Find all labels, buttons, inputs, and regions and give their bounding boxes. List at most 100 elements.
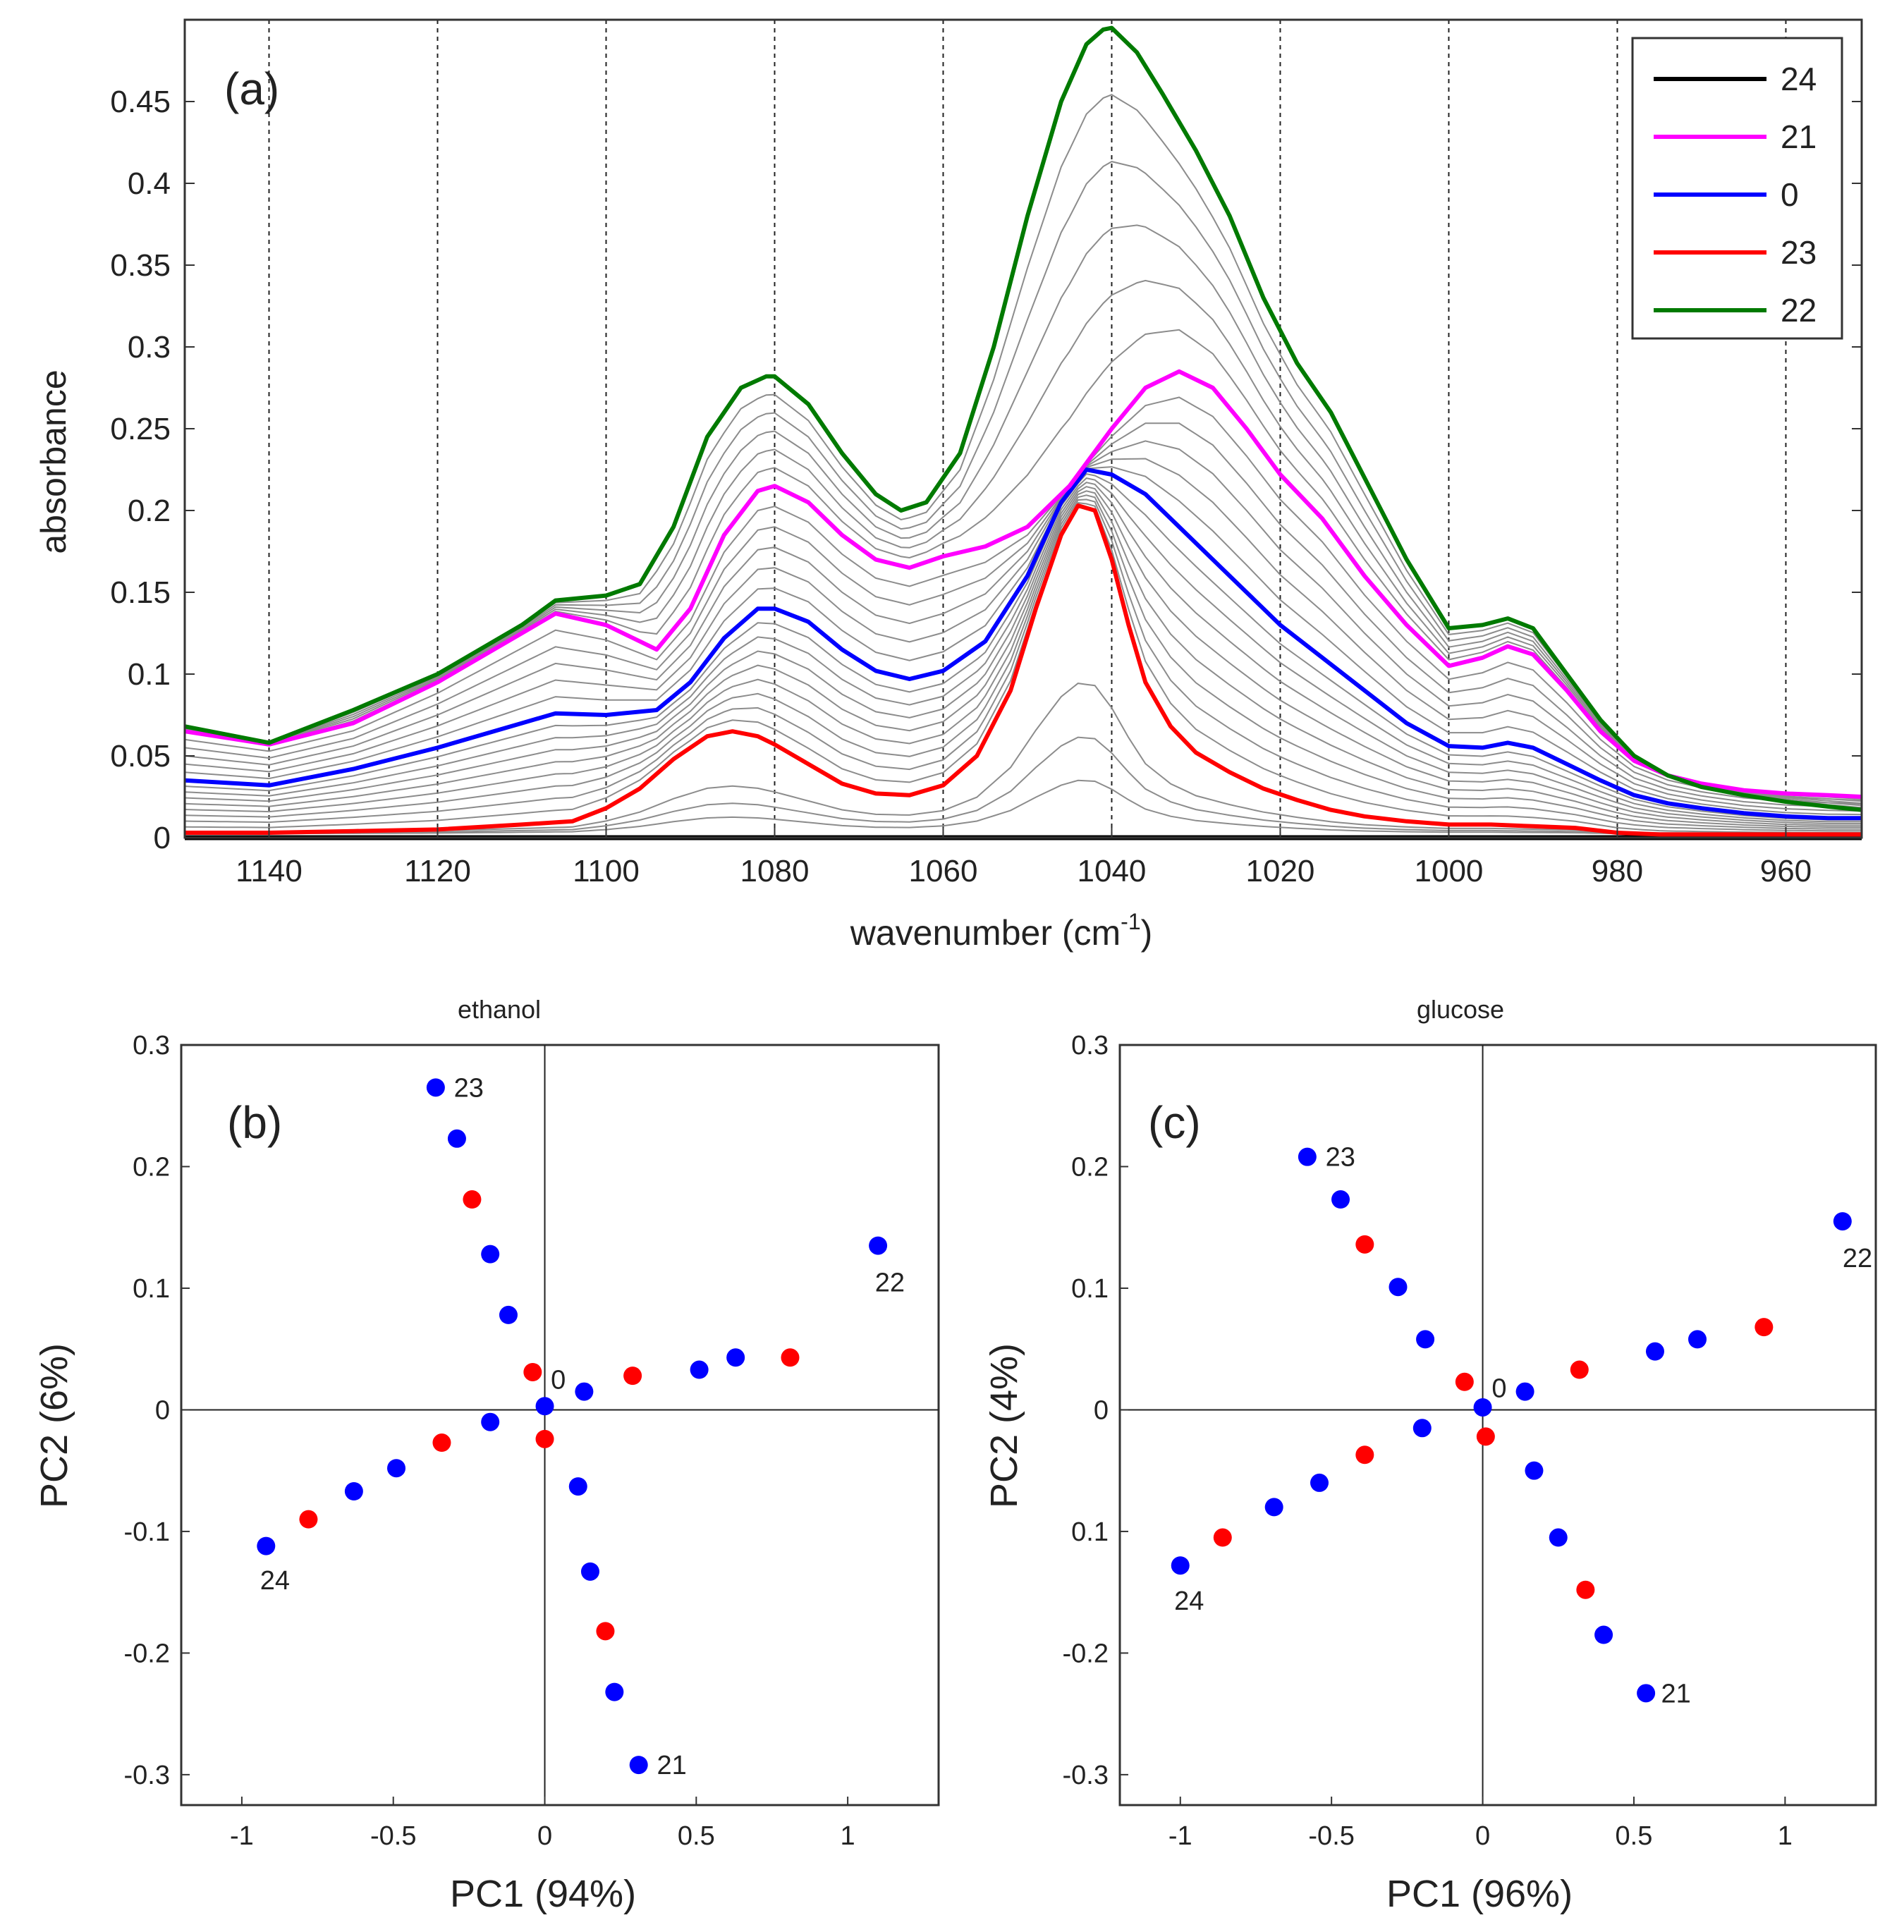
x-axis-title-text: wavenumber (cm bbox=[850, 913, 1121, 953]
x-tick-label: 1 bbox=[1778, 1821, 1793, 1851]
glucose-zero-axes bbox=[1120, 1045, 1876, 1805]
ethanol-y-ticks: 0.3 0.2 0.1 0 -0.1 -0.2 -0.3 bbox=[124, 1031, 190, 1790]
score-point-red bbox=[535, 1429, 554, 1448]
point-label-24: 24 bbox=[1174, 1586, 1204, 1616]
score-point-blue bbox=[1549, 1528, 1568, 1547]
x-tick-label: 1000 bbox=[1415, 854, 1484, 888]
score-point-red bbox=[299, 1510, 318, 1529]
score-point-blue bbox=[481, 1245, 500, 1264]
score-point-red bbox=[781, 1348, 800, 1367]
spectrum-line-23 bbox=[185, 503, 1862, 837]
spectra-y-axis-title: absorbance bbox=[34, 369, 73, 554]
y-tick-label: -0.2 bbox=[1063, 1639, 1109, 1668]
glucose-plot-frame bbox=[1118, 1044, 1877, 1806]
y-tick-label: 0.2 bbox=[1071, 1152, 1109, 1182]
score-point-red bbox=[1570, 1360, 1589, 1379]
glucose-title: glucose bbox=[1417, 995, 1504, 1024]
y-tick-label: -0.3 bbox=[1063, 1761, 1109, 1790]
gray-spectrum bbox=[185, 736, 1862, 834]
ethanol-point-labels: 23 22 0 24 21 bbox=[260, 1073, 905, 1780]
score-point-blue bbox=[1298, 1147, 1317, 1166]
score-point-red bbox=[432, 1433, 451, 1453]
x-tick-label: -1 bbox=[1168, 1821, 1192, 1851]
score-point-red bbox=[1476, 1427, 1495, 1446]
score-point-blue bbox=[690, 1360, 709, 1379]
y-tick-label: 0 bbox=[1094, 1395, 1109, 1425]
x-axis-title-close: ) bbox=[1141, 913, 1153, 953]
gray-spectrum bbox=[184, 224, 1862, 805]
point-label-24: 24 bbox=[260, 1566, 290, 1596]
score-point-blue bbox=[1645, 1342, 1664, 1361]
score-point-blue bbox=[481, 1412, 500, 1431]
score-point-red bbox=[1213, 1528, 1232, 1547]
legend-label-23: 23 bbox=[1781, 234, 1817, 271]
ethanol-x-axis-title: PC1 (94%) bbox=[450, 1873, 636, 1915]
y-tick-label: 0.25 bbox=[110, 412, 171, 446]
ethanol-points bbox=[257, 1078, 888, 1775]
score-point-red bbox=[1355, 1235, 1374, 1254]
gray-spectrum bbox=[184, 279, 1862, 802]
x-axis-title-superscript: -1 bbox=[1121, 909, 1140, 934]
score-point-blue bbox=[426, 1078, 445, 1097]
score-point-blue bbox=[257, 1536, 276, 1555]
panel-a-label: (a) bbox=[224, 63, 279, 114]
legend-label-22: 22 bbox=[1781, 292, 1817, 329]
score-point-blue bbox=[580, 1562, 599, 1581]
gray-spectrum bbox=[184, 502, 1862, 833]
glucose-y-axis-title: PC2 (4%) bbox=[983, 1343, 1025, 1508]
score-point-blue bbox=[1310, 1473, 1329, 1492]
y-tick-label: 0 bbox=[155, 1395, 170, 1425]
y-tick-label: 0.2 bbox=[133, 1152, 170, 1182]
gray-spectrum bbox=[184, 161, 1862, 807]
glucose-point-labels: 23 22 0 24 21 bbox=[1174, 1143, 1872, 1709]
ethanol-plot-frame bbox=[180, 1044, 940, 1806]
spectrum-line-22 bbox=[184, 25, 1862, 812]
y-tick-label: -0.1 bbox=[124, 1517, 170, 1547]
legend-box bbox=[1631, 37, 1843, 340]
score-point-blue bbox=[447, 1129, 466, 1148]
score-point-blue bbox=[499, 1305, 518, 1324]
score-point-blue bbox=[869, 1236, 888, 1255]
glucose-points bbox=[1171, 1147, 1852, 1703]
score-point-blue bbox=[387, 1459, 406, 1478]
score-point-red bbox=[1755, 1318, 1774, 1337]
gray-spectrum bbox=[184, 490, 1862, 828]
x-tick-label: 1020 bbox=[1246, 854, 1315, 888]
score-point-blue bbox=[629, 1756, 648, 1775]
y-tick-label: 0.35 bbox=[110, 248, 171, 283]
score-point-red bbox=[1576, 1580, 1595, 1599]
score-point-blue bbox=[1331, 1190, 1350, 1209]
score-point-blue bbox=[1416, 1330, 1435, 1349]
gray-spectrum bbox=[184, 486, 1862, 826]
y-tick-label: 0.3 bbox=[1071, 1031, 1109, 1060]
score-point-blue bbox=[1412, 1419, 1432, 1438]
x-tick-label: -0.5 bbox=[370, 1821, 416, 1851]
score-point-blue bbox=[1594, 1625, 1613, 1644]
score-point-blue bbox=[1264, 1498, 1283, 1517]
point-label-23: 23 bbox=[1326, 1143, 1355, 1173]
gray-spectrum bbox=[184, 499, 1862, 832]
y-tick-label: 0.1 bbox=[128, 657, 171, 692]
score-point-blue bbox=[344, 1482, 363, 1501]
y-tick-label: -0.2 bbox=[124, 1639, 170, 1668]
spectrum-line-21 bbox=[184, 369, 1862, 799]
y-tick-label: -0.3 bbox=[124, 1761, 170, 1790]
point-label-21: 21 bbox=[1661, 1679, 1691, 1708]
score-point-blue bbox=[1833, 1212, 1852, 1231]
score-point-blue bbox=[605, 1682, 624, 1701]
y-tick-label: 0 bbox=[154, 821, 171, 855]
glucose-y-ticks: 0.3 0.2 0.1 0 0.1 -0.2 -0.3 bbox=[1063, 1031, 1128, 1790]
x-tick-label: 1040 bbox=[1078, 854, 1147, 888]
gray-spectrum bbox=[184, 440, 1862, 809]
x-tick-label: 980 bbox=[1592, 854, 1643, 888]
x-tick-label: 0.5 bbox=[678, 1821, 715, 1851]
y-tick-label: 0.4 bbox=[128, 166, 171, 201]
gray-spectrum bbox=[184, 494, 1862, 830]
score-point-red bbox=[523, 1362, 542, 1381]
point-label-21: 21 bbox=[657, 1751, 686, 1780]
y-tick-label: 0.1 bbox=[1071, 1517, 1109, 1547]
point-label-0: 0 bbox=[1491, 1374, 1506, 1403]
score-point-red bbox=[1355, 1445, 1374, 1465]
